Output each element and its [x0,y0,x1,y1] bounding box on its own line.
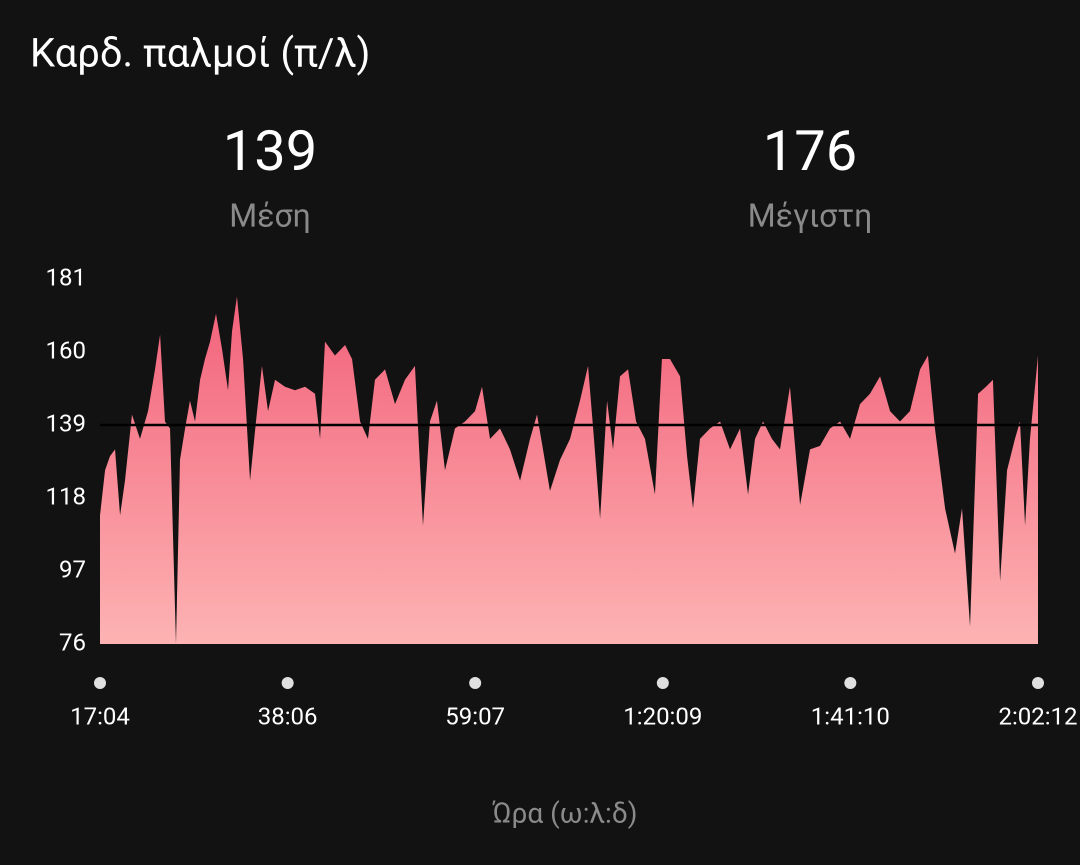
y-tick-label: 118 [46,482,86,510]
x-tick-label: 59:07 [445,702,505,730]
x-axis-title: Ώρα (ω:λ:δ) [492,796,638,829]
stat-label: Μέση [229,196,310,234]
x-tick-dot [656,677,669,689]
x-tick-dot [281,677,294,689]
x-tick-dot [94,677,106,689]
stat-label: Μέγιστη [748,196,873,234]
x-tick-label: 1:41:10 [811,702,890,730]
stat-value: 176 [763,118,857,184]
x-tick-dot [844,677,857,689]
y-tick-label: 97 [59,555,86,583]
x-tick-dot [469,677,482,689]
x-tick-label: 17:04 [70,702,130,730]
y-tick-label: 76 [59,628,86,656]
x-tick-label: 2:02:12 [998,702,1077,730]
chart-title: Καρδ. παλμοί (π/λ) [30,30,370,77]
y-tick-label: 160 [46,336,86,364]
x-tick-dot [1032,677,1044,689]
x-tick-label: 38:06 [258,702,318,730]
stat-value: 139 [223,118,317,184]
x-tick-label: 1:20:09 [623,702,702,730]
heart-rate-area [100,296,1038,644]
y-tick-label: 139 [46,409,86,437]
y-tick-label: 181 [46,263,86,291]
